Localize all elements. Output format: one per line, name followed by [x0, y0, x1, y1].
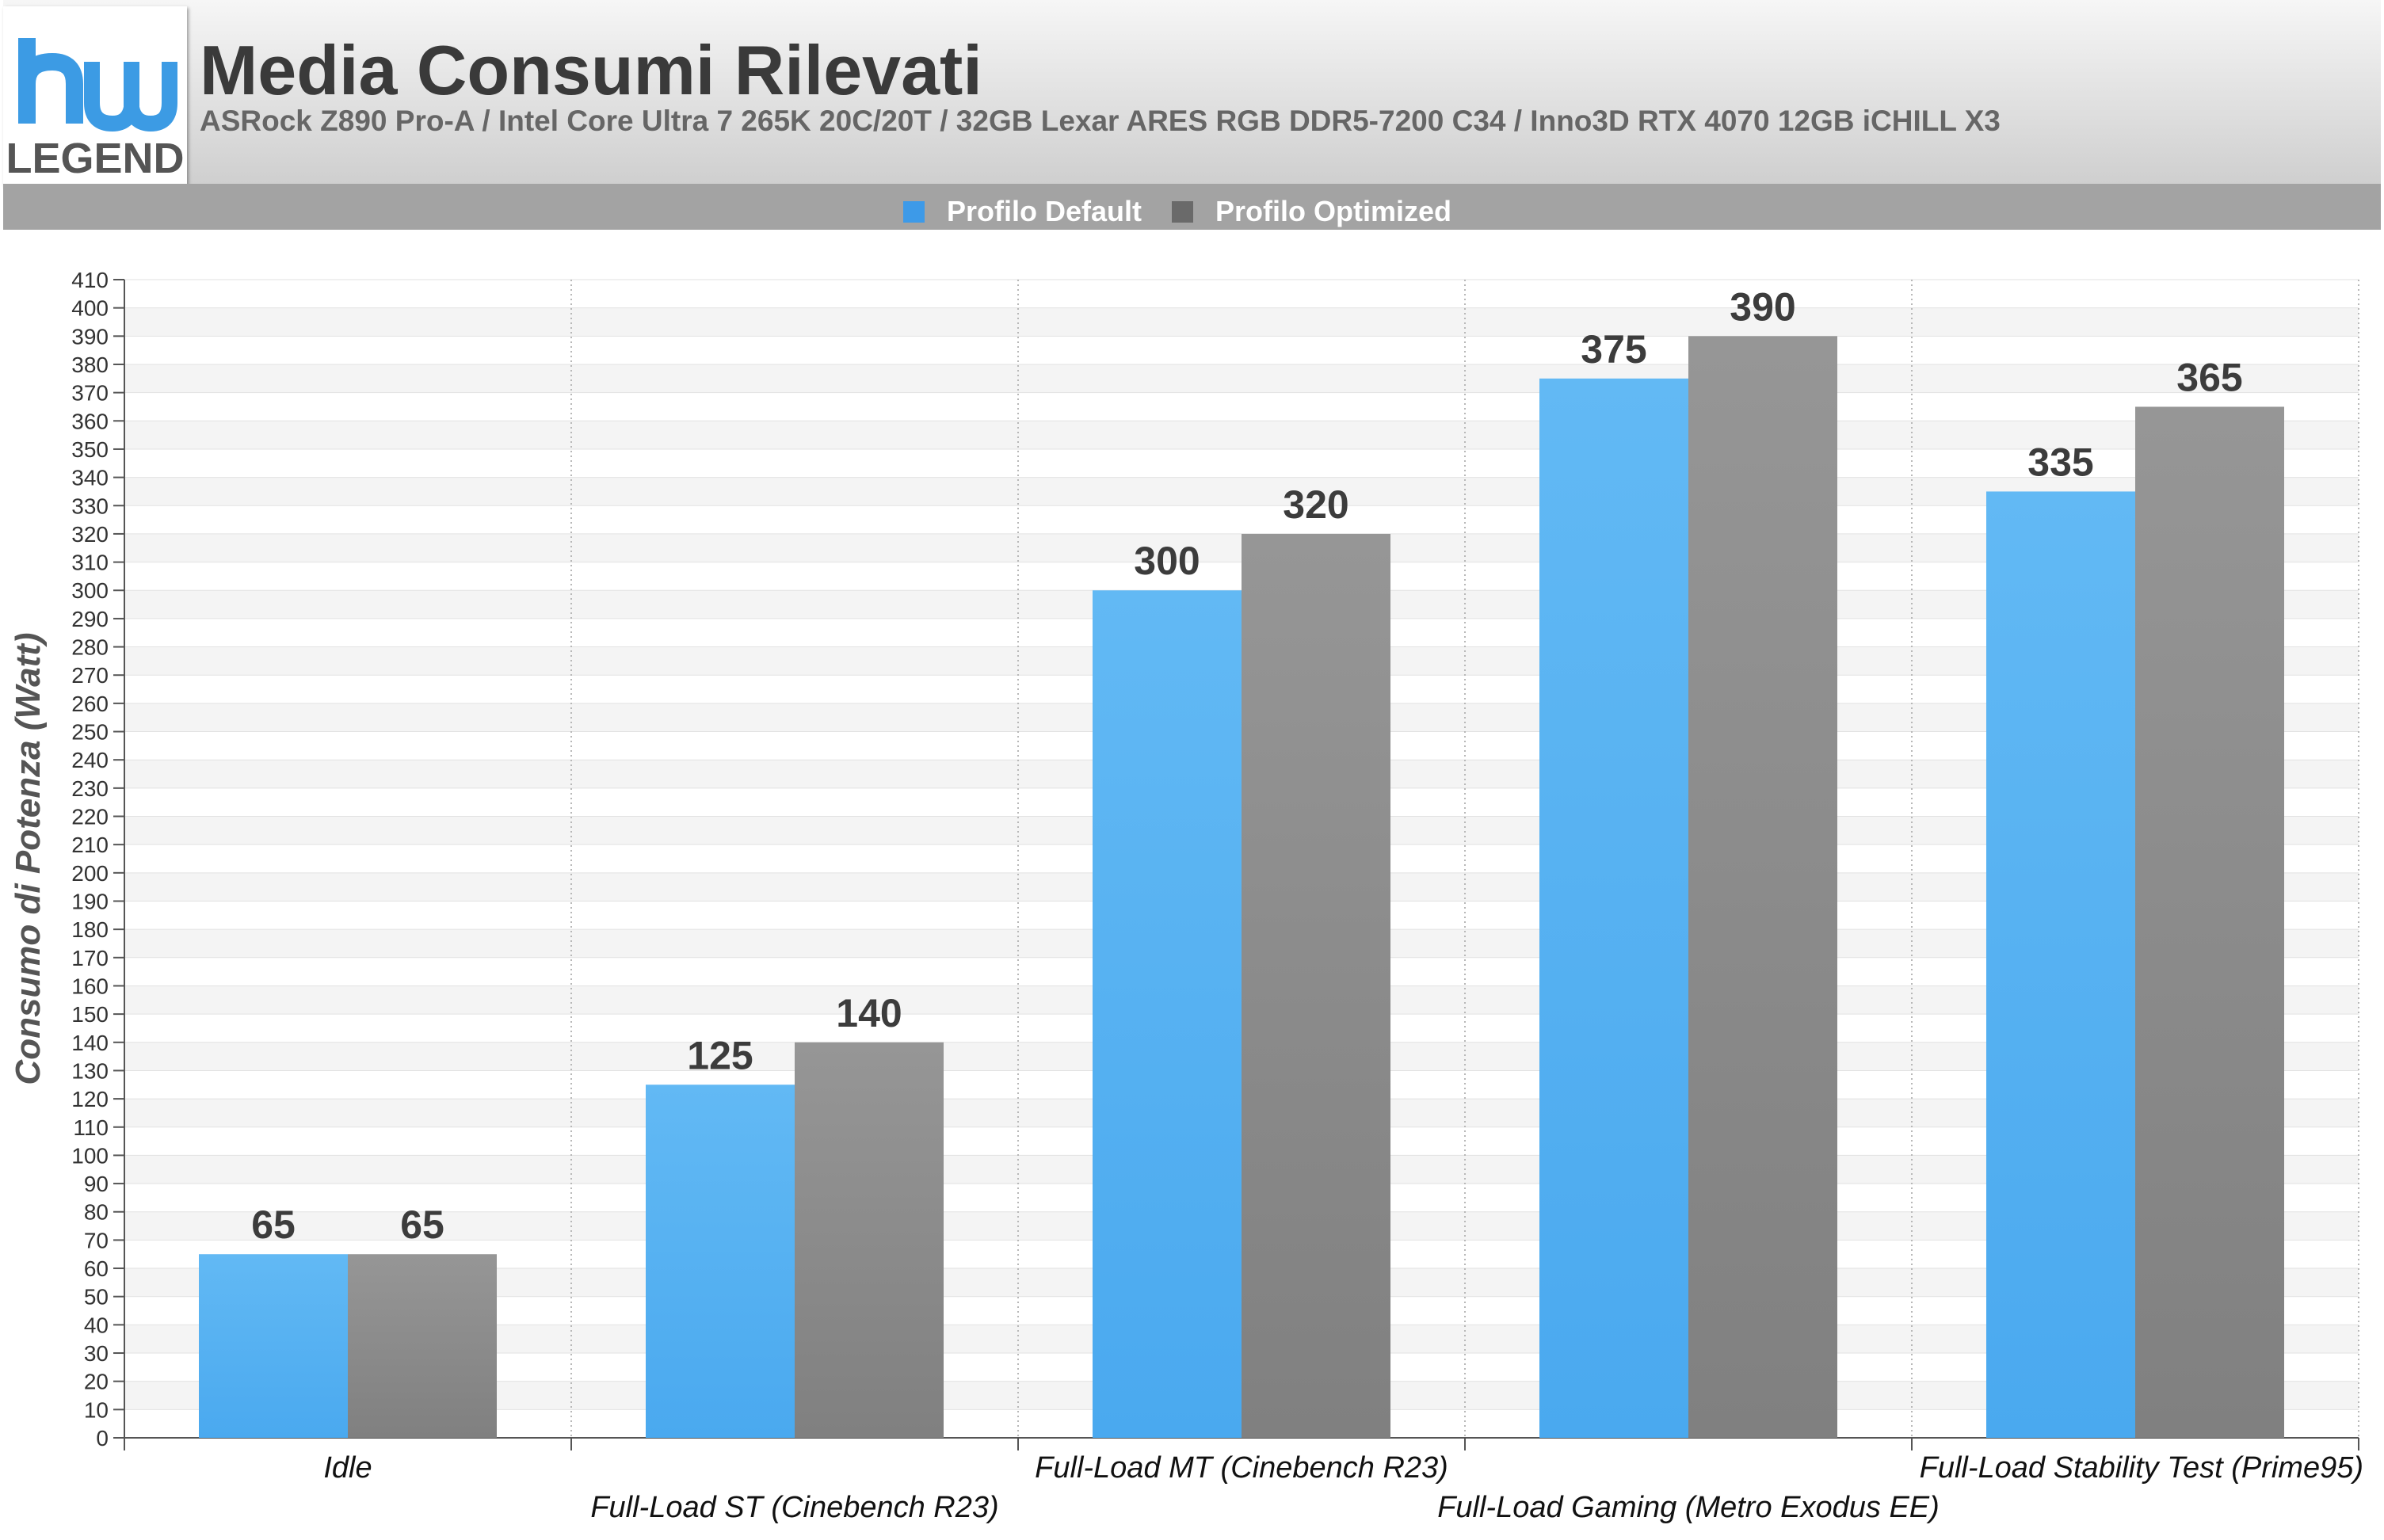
y-tick-label: 20: [84, 1370, 109, 1394]
bar-value-label: 335: [2027, 440, 2093, 484]
x-category-label: Full-Load Gaming (Metro Exodus EE): [1437, 1491, 1940, 1524]
y-tick-label: 160: [71, 974, 109, 998]
y-tick-label: 100: [71, 1143, 109, 1168]
legend-label-optimized: Profilo Optimized: [1215, 195, 1452, 227]
y-tick-label: 40: [84, 1313, 109, 1337]
legend-swatch-optimized: [1172, 200, 1194, 223]
chart-legend: Profilo Default Profilo Optimized: [903, 195, 1482, 228]
y-tick-label: 200: [71, 861, 109, 886]
bar-value-label: 390: [1730, 284, 1795, 329]
y-tick-label: 350: [71, 437, 109, 462]
y-tick-label: 290: [71, 607, 109, 631]
y-tick-label: 150: [71, 1002, 109, 1027]
y-tick-label: 270: [71, 663, 109, 688]
y-tick-label: 370: [71, 381, 109, 406]
y-tick-label: 90: [84, 1172, 109, 1196]
y-tick-label: 300: [71, 578, 109, 603]
y-tick-label: 10: [84, 1397, 109, 1422]
y-tick-label: 250: [71, 720, 109, 745]
bar-value-label: 300: [1134, 539, 1200, 583]
y-tick-label: 30: [84, 1341, 109, 1366]
y-tick-label: 380: [71, 353, 109, 377]
y-tick-label: 410: [71, 268, 109, 292]
bar-default: [1986, 491, 2135, 1439]
y-tick-label: 310: [71, 551, 109, 575]
y-tick-label: 260: [71, 692, 109, 716]
chart-subtitle: ASRock Z890 Pro-A / Intel Core Ultra 7 2…: [200, 105, 2001, 137]
bar-default: [646, 1084, 795, 1438]
x-category-label: Full-Load ST (Cinebench R23): [590, 1491, 998, 1524]
grid-band: [124, 307, 2359, 337]
logo-graphic: LEGEND: [6, 38, 185, 182]
y-tick-label: 390: [71, 324, 109, 349]
y-tick-label: 130: [71, 1058, 109, 1083]
y-tick-label: 320: [71, 522, 109, 547]
bar-default: [1093, 590, 1242, 1438]
y-tick-label: 70: [84, 1228, 109, 1252]
bar-chart: 0 10 20 30 40 50 60 70 80 90 100 110 120 130 140 150 160…: [9, 268, 2363, 1524]
y-tick-label: 240: [71, 748, 109, 772]
bar-optimized: [1688, 336, 1837, 1438]
y-tick-label: 50: [84, 1285, 109, 1309]
y-tick-label: 230: [71, 776, 109, 801]
bar-value-label: 140: [836, 991, 902, 1035]
grid-band: [124, 421, 2359, 449]
y-tick-label: 120: [71, 1087, 109, 1111]
bar-value-label: 125: [687, 1033, 753, 1077]
logo-legend-text: LEGEND: [6, 135, 184, 182]
y-tick-label: 330: [71, 494, 109, 518]
y-axis-label: Consumo di Potenza (Watt): [9, 632, 48, 1084]
x-category-label: Idle: [323, 1451, 372, 1485]
y-tick-label: 0: [96, 1426, 109, 1450]
y-tick-label: 210: [71, 833, 109, 857]
y-tick-label: 280: [71, 635, 109, 660]
bar-default: [1539, 378, 1688, 1438]
y-tick-label: 110: [73, 1115, 109, 1140]
site-logo: LEGEND: [3, 6, 187, 185]
legend-item-default: Profilo Default: [903, 195, 1142, 228]
y-tick-label: 340: [71, 466, 109, 490]
legend-swatch-default: [903, 200, 925, 223]
y-tick-label: 60: [84, 1256, 109, 1281]
bar-value-label: 65: [400, 1203, 444, 1247]
chart-title: Media Consumi Rilevati: [200, 31, 982, 109]
bar-optimized: [1242, 533, 1390, 1439]
y-tick-label: 170: [71, 946, 109, 970]
y-tick-label: 400: [71, 296, 109, 321]
y-tick-label: 80: [84, 1200, 109, 1225]
x-category-label: Full-Load MT (Cinebench R23): [1035, 1451, 1448, 1485]
y-tick-label: 360: [71, 409, 109, 433]
bar-default: [199, 1254, 348, 1438]
legend-label-default: Profilo Default: [947, 195, 1142, 227]
grid-band: [124, 364, 2359, 393]
bar-value-label: 320: [1283, 482, 1348, 527]
bar-optimized: [348, 1254, 497, 1438]
y-tick-label: 190: [71, 889, 109, 913]
logo-h-mark: [18, 38, 83, 124]
x-category-label: Full-Load Stability Test (Prime95): [1920, 1451, 2363, 1485]
y-tick-label: 140: [71, 1031, 109, 1055]
bar-optimized: [2135, 406, 2284, 1438]
bar-value-label: 365: [2176, 355, 2242, 399]
y-tick-label: 220: [71, 805, 109, 829]
chart-header: [3, 0, 2381, 184]
y-tick-label: 180: [71, 917, 109, 942]
bar-optimized: [795, 1042, 944, 1438]
bar-value-label: 65: [251, 1203, 296, 1247]
legend-item-optimized: Profilo Optimized: [1172, 195, 1451, 228]
bar-value-label: 375: [1581, 327, 1646, 372]
logo-w-mark: [84, 62, 177, 132]
